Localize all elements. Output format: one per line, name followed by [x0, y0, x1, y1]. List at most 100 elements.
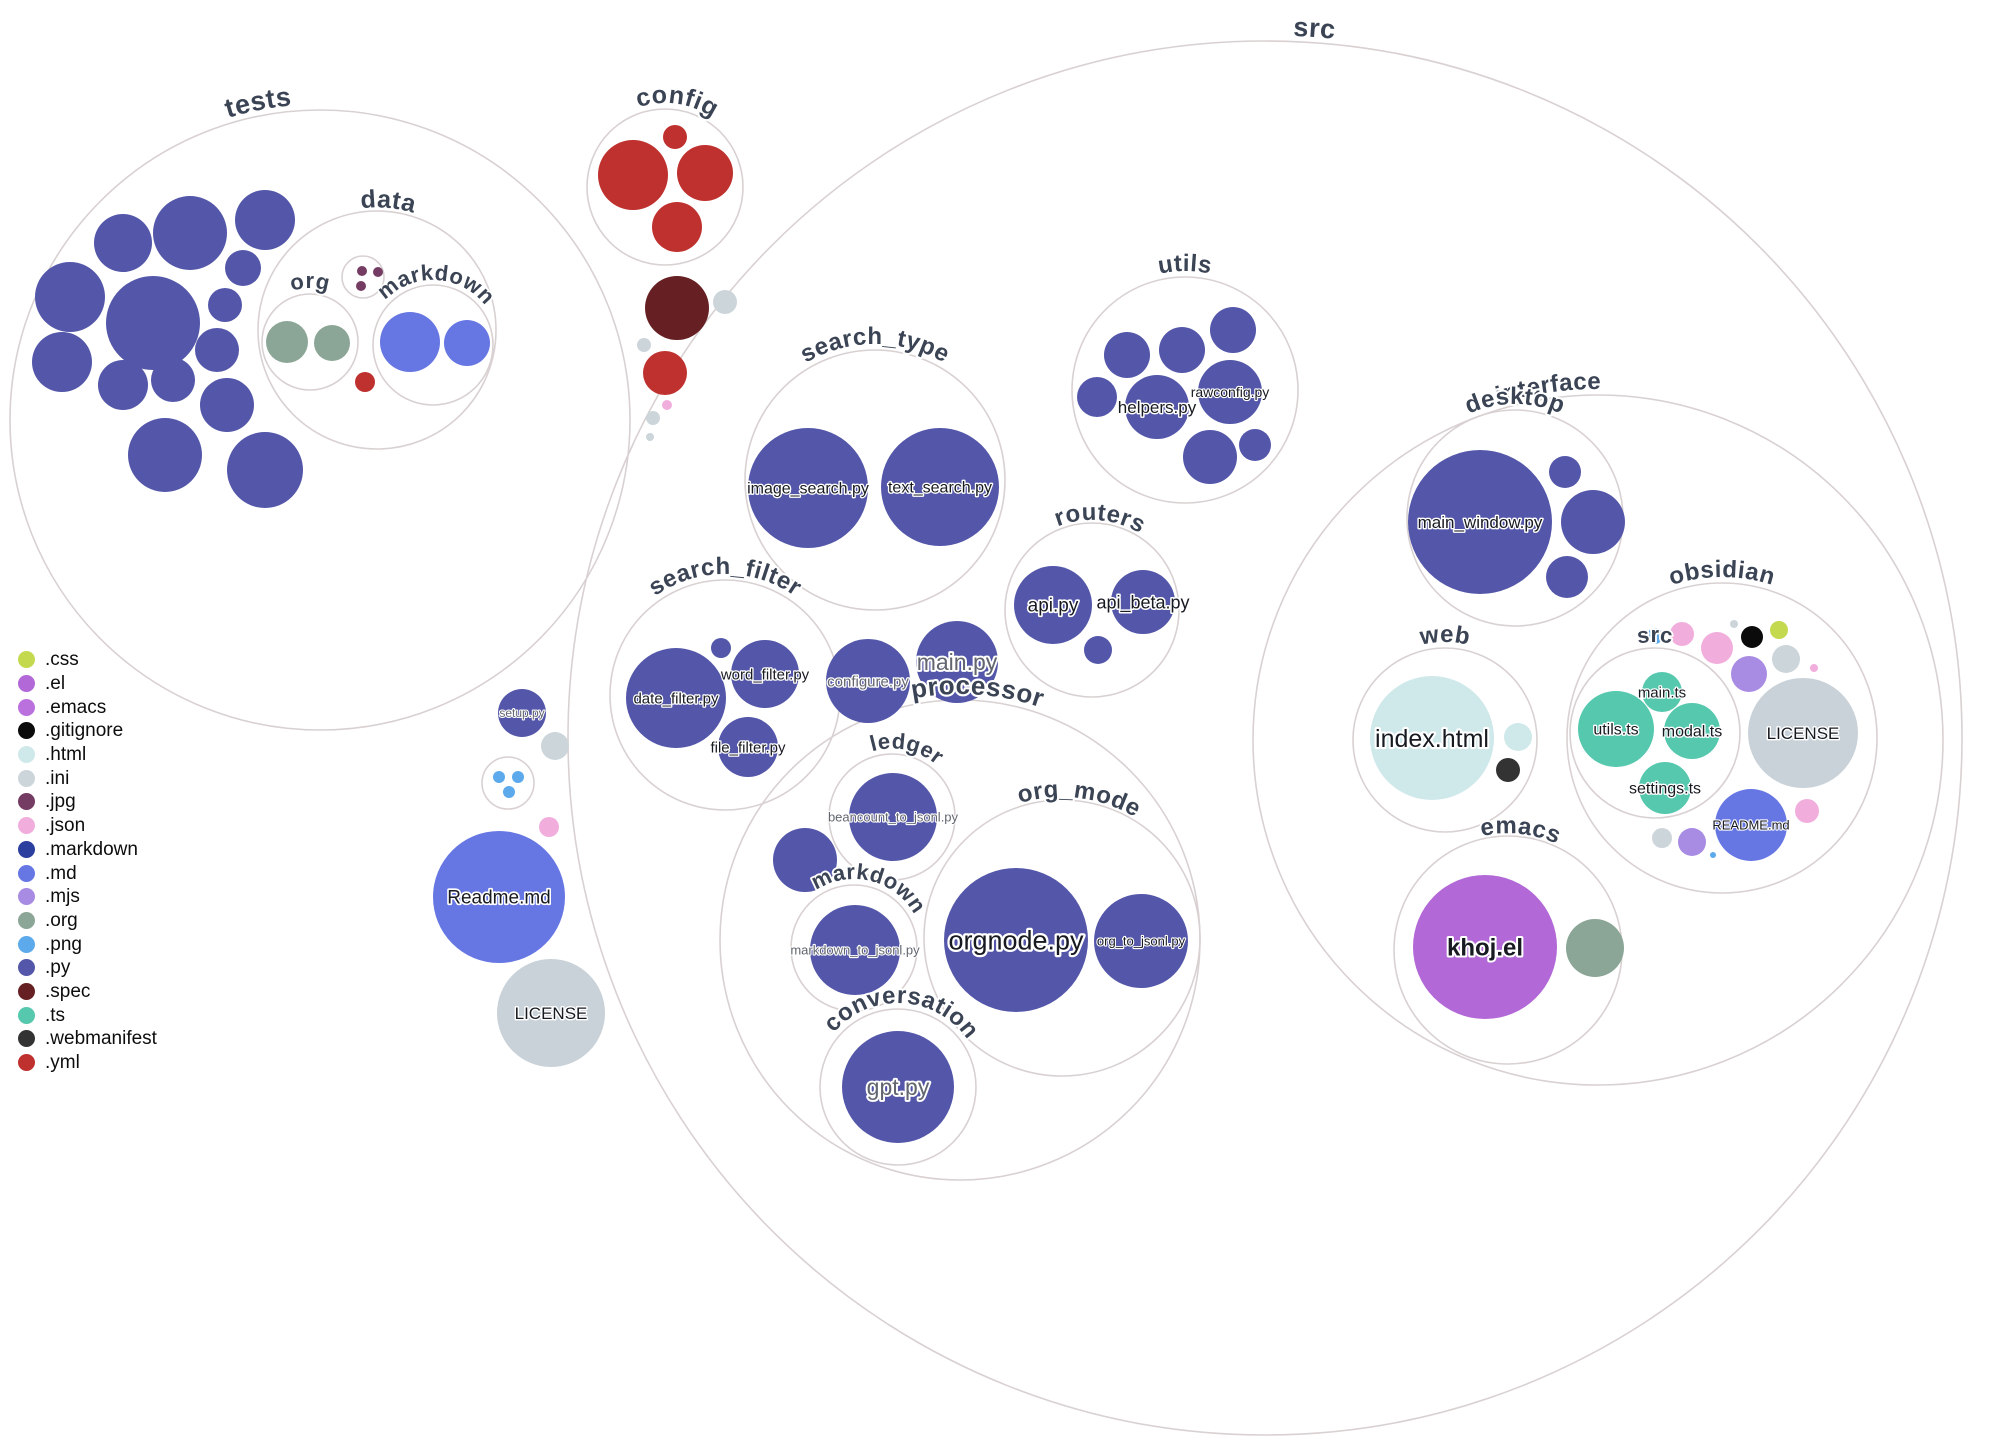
file-LICENSE[interactable]	[1748, 678, 1858, 788]
folder-web[interactable]	[1352, 647, 1538, 833]
folder-interface[interactable]	[1252, 394, 1944, 1086]
file-circle[interactable]	[1561, 490, 1625, 554]
file-circle[interactable]	[1810, 664, 1818, 672]
file-main.ts[interactable]	[1642, 672, 1682, 712]
file-circle[interactable]	[1566, 919, 1624, 977]
file-circle[interactable]	[151, 358, 195, 402]
file-circle[interactable]	[235, 190, 295, 250]
file-image_search.py[interactable]	[748, 428, 868, 548]
file-circle[interactable]	[512, 771, 524, 783]
folder-search_type[interactable]	[744, 349, 1006, 611]
file-circle[interactable]	[1770, 621, 1788, 639]
file-beancount_to_jsonl.py[interactable]	[849, 773, 937, 861]
file-circle[interactable]	[94, 214, 152, 272]
file-circle[interactable]	[1210, 307, 1256, 353]
file-circle[interactable]	[314, 325, 350, 361]
file-circle[interactable]	[1741, 626, 1763, 648]
file-circle[interactable]	[1678, 828, 1706, 856]
file-circle[interactable]	[357, 266, 367, 276]
file-circle[interactable]	[1159, 327, 1205, 373]
file-api_beta.py[interactable]	[1111, 570, 1175, 634]
file-circle[interactable]	[677, 145, 733, 201]
file-settings.ts[interactable]	[1639, 762, 1691, 814]
folder-markdown[interactable]	[372, 284, 494, 406]
file-setup.py[interactable]	[498, 689, 546, 737]
file-file_filter.py[interactable]	[718, 717, 778, 777]
file-orgnode.py[interactable]	[944, 868, 1088, 1012]
file-circle[interactable]	[444, 320, 490, 366]
file-circle[interactable]	[128, 418, 202, 492]
file-circle[interactable]	[225, 250, 261, 286]
file-circle[interactable]	[646, 433, 654, 441]
file-circle[interactable]	[373, 267, 383, 277]
file-circle[interactable]	[153, 196, 227, 270]
folder-unnamed[interactable]	[481, 756, 535, 810]
file-circle[interactable]	[1496, 758, 1520, 782]
file-rawconfig.py[interactable]	[1198, 360, 1262, 424]
file-helpers.py[interactable]	[1125, 375, 1189, 439]
file-word_filter.py[interactable]	[731, 640, 799, 708]
file-circle[interactable]	[1549, 456, 1581, 488]
file-circle[interactable]	[1104, 332, 1150, 378]
folder-ledger[interactable]	[828, 753, 956, 881]
file-gpt.py[interactable]	[842, 1031, 954, 1143]
folder-src[interactable]	[1569, 647, 1741, 819]
file-circle[interactable]	[503, 786, 515, 798]
file-LICENSE[interactable]	[497, 959, 605, 1067]
file-main.py[interactable]	[916, 621, 998, 703]
file-circle[interactable]	[195, 328, 239, 372]
file-date_filter.py[interactable]	[626, 648, 726, 748]
file-circle[interactable]	[380, 312, 440, 372]
file-circle[interactable]	[1731, 656, 1767, 692]
file-text_search.py[interactable]	[881, 428, 999, 546]
file-circle[interactable]	[1077, 377, 1117, 417]
file-configure.py[interactable]	[826, 639, 910, 723]
file-circle[interactable]	[1795, 799, 1819, 823]
file-circle[interactable]	[1710, 852, 1716, 858]
file-circle[interactable]	[1183, 430, 1237, 484]
file-modal.ts[interactable]	[1664, 703, 1720, 759]
file-circle[interactable]	[1647, 628, 1663, 644]
file-circle[interactable]	[539, 817, 559, 837]
folder-unnamed[interactable]	[341, 255, 385, 299]
file-circle[interactable]	[713, 290, 737, 314]
file-circle[interactable]	[662, 400, 672, 410]
file-khoj.el[interactable]	[1413, 875, 1557, 1019]
folder-routers[interactable]	[1004, 522, 1180, 698]
file-circle[interactable]	[711, 638, 731, 658]
folder-obsidian[interactable]	[1566, 582, 1878, 894]
file-circle[interactable]	[35, 262, 105, 332]
file-circle[interactable]	[1504, 723, 1532, 751]
folder-markdown[interactable]	[790, 884, 918, 1012]
file-circle[interactable]	[1701, 632, 1733, 664]
file-circle[interactable]	[646, 411, 660, 425]
folder-src[interactable]	[567, 40, 1963, 1436]
file-README.md[interactable]	[1715, 789, 1787, 861]
file-circle[interactable]	[32, 332, 92, 392]
file-circle[interactable]	[663, 125, 687, 149]
folder-utils[interactable]	[1071, 276, 1299, 504]
file-circle[interactable]	[643, 351, 687, 395]
file-circle[interactable]	[208, 288, 242, 322]
file-circle[interactable]	[356, 281, 366, 291]
file-circle[interactable]	[541, 732, 569, 760]
file-api.py[interactable]	[1014, 566, 1092, 644]
file-org_to_jsonl.py[interactable]	[1094, 894, 1188, 988]
folder-conversation[interactable]	[819, 1008, 977, 1166]
file-circle[interactable]	[98, 360, 148, 410]
file-utils.ts[interactable]	[1578, 691, 1654, 767]
file-circle[interactable]	[200, 378, 254, 432]
file-circle[interactable]	[1546, 556, 1588, 598]
file-circle[interactable]	[598, 140, 668, 210]
file-circle[interactable]	[1084, 636, 1112, 664]
file-circle[interactable]	[355, 372, 375, 392]
file-circle[interactable]	[1239, 429, 1271, 461]
file-markdown_to_jsonl.py[interactable]	[810, 905, 900, 995]
folder-org_mode[interactable]	[923, 799, 1201, 1077]
file-index.html[interactable]	[1370, 676, 1494, 800]
file-circle[interactable]	[1730, 620, 1738, 628]
file-circle[interactable]	[106, 276, 200, 370]
file-circle[interactable]	[773, 828, 837, 892]
folder-data[interactable]	[257, 210, 497, 450]
file-Readme.md[interactable]	[433, 831, 565, 963]
